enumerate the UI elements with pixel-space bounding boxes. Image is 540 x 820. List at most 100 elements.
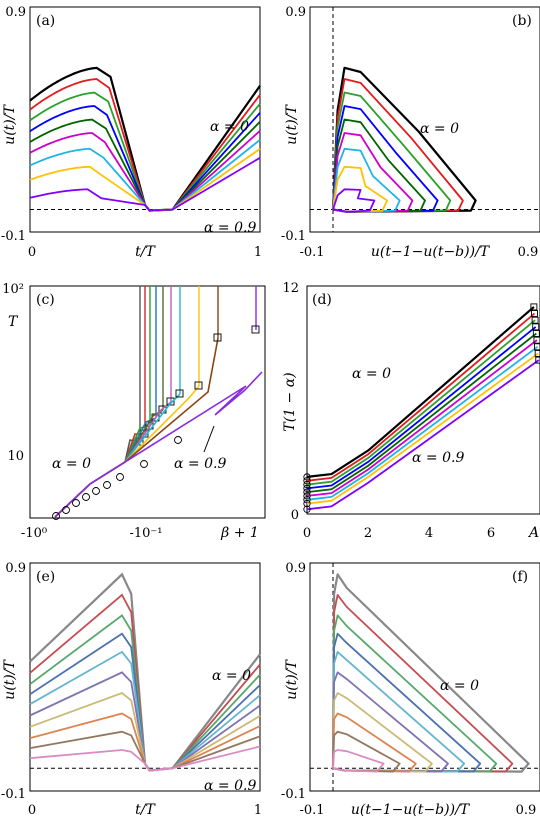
- panel-f-series-loop: [332, 749, 385, 773]
- panel-f-ytick-bottom: -0.1: [281, 787, 306, 802]
- panel-b-series-loop: [332, 188, 376, 213]
- panel-a-annotation-alpha09: α = 0.9: [204, 220, 256, 236]
- panel-c-ytick-top: 10²: [2, 282, 24, 297]
- panel-e-label: (e): [36, 569, 55, 585]
- panel-b-xtick-right: 0.9: [518, 245, 539, 260]
- panel-d-ytick-top: 12: [282, 281, 299, 296]
- panel-d-annotation-alpha0: α = 0: [352, 366, 391, 382]
- panel-d-xtick-2: 2: [364, 526, 372, 541]
- panel-d-circle-marker: [303, 505, 311, 513]
- panel-d-series-line: [306, 359, 540, 511]
- panel-a-annotation-alpha0: α = 0: [210, 119, 249, 135]
- panel-e-series-line: [29, 745, 261, 772]
- panel-d-square-marker: [534, 350, 540, 357]
- panel-f: (f) 0.9 -0.1 -0.1 0.9 u(t−1−u(t−b))/T u(…: [281, 561, 540, 818]
- panel-d-xlabel: A: [527, 525, 539, 541]
- panel-b-xlabel: u(t−1−u(t−b))/T: [371, 244, 491, 260]
- panel-b-ytick-bottom: -0.1: [281, 229, 306, 244]
- panel-c-label: (c): [36, 292, 55, 308]
- panel-e-xtick-right: 1: [254, 803, 262, 818]
- panel-f-xtick-left: -0.1: [299, 803, 324, 818]
- panel-f-ytick-top: 0.9: [285, 561, 306, 576]
- panel-d-series: [303, 303, 540, 513]
- panel-d-series-line: [306, 346, 539, 501]
- panel-a-xlabel: t/T: [135, 244, 156, 260]
- panel-d-square-marker: [535, 356, 540, 364]
- panel-d-series-line: [306, 332, 537, 493]
- panel-b-label: (b): [512, 13, 532, 29]
- panel-b: (b) 0.9 -0.1 -0.1 0.9 u(t−1−u(t−b))/T u(…: [281, 5, 540, 260]
- panel-c-series-curve: [54, 337, 219, 518]
- panel-a-xtick-right: 1: [254, 245, 262, 260]
- panel-d-square-marker: [534, 343, 540, 351]
- panel-d: (d) 12 0 0 2 4 6 A T(1 − α) α = 0 α = 0.…: [282, 281, 540, 541]
- panel-c: (c) T 10² 10 -10⁰ -10⁻¹ β + 1 α = 0 α = …: [2, 282, 266, 541]
- panel-c-series-curve: [54, 371, 263, 518]
- panel-c-square-marker: [213, 333, 222, 342]
- panel-d-label: (d): [312, 292, 332, 308]
- panel-e-ytick-top: 0.9: [5, 561, 26, 576]
- panel-e-frame: [29, 562, 261, 792]
- panel-c-circle-marker: [62, 506, 70, 514]
- panel-a-series-line: [29, 105, 261, 212]
- panel-a-series-line: [29, 130, 261, 212]
- panel-c-xtick-mid: -10⁻¹: [129, 526, 162, 541]
- panel-c-ylabel: T: [8, 314, 19, 330]
- panel-c-square-marker: [251, 325, 260, 334]
- panel-e-ytick-bottom: -0.1: [1, 787, 26, 802]
- panel-a-ytick-bottom: -0.1: [1, 229, 26, 244]
- panel-c-circle-marker: [140, 460, 148, 468]
- panel-c-annotation-alpha09: α = 0.9: [174, 456, 226, 472]
- panel-b-ylabel: u(t)/T: [284, 104, 300, 145]
- panel-a-xtick-left: 0: [28, 245, 36, 260]
- panel-c-xlabel: β + 1: [220, 525, 259, 541]
- panel-d-series-line: [306, 306, 535, 478]
- panel-e: (e) 0.9 -0.1 0 1 t/T u(t)/T α = 0 α = 0.…: [1, 561, 262, 818]
- panel-d-square-marker: [532, 330, 540, 337]
- panel-b-annotation-alpha0: α = 0: [420, 121, 459, 137]
- panel-d-ylabel: T(1 − α): [282, 372, 298, 431]
- panel-d-series-line: [306, 326, 537, 490]
- panel-c-square-marker: [175, 389, 184, 398]
- panel-f-series-loop: [332, 730, 401, 773]
- panel-a-series: [29, 66, 261, 212]
- panel-a-label: (a): [36, 13, 55, 29]
- panel-f-frame: [309, 562, 540, 792]
- panel-d-square-marker: [531, 310, 538, 317]
- panel-e-xlabel: t/T: [135, 802, 156, 818]
- panel-b-xtick-left: -0.1: [299, 245, 324, 260]
- panel-f-series-loop: [332, 594, 514, 773]
- panel-f-xlabel: u(t−1−u(t−b))/T: [351, 802, 471, 818]
- panel-c-circle-marker: [174, 436, 182, 444]
- panel-b-series-loop: [332, 147, 401, 213]
- panel-e-annotation-alpha0: α = 0: [212, 668, 251, 684]
- panel-a-series-line: [29, 157, 261, 212]
- panel-c-xtick-left: -10⁰: [21, 526, 47, 541]
- panel-c-circle-marker: [92, 487, 100, 495]
- panel-c-circle-marker: [72, 499, 80, 507]
- panel-c-square-marker: [166, 397, 175, 406]
- panel-f-series-loop: [332, 692, 433, 773]
- panel-f-label: (f): [512, 569, 528, 585]
- panel-d-series-line: [306, 312, 536, 482]
- panel-a-series-line: [29, 118, 261, 212]
- panel-c-circle-marker: [52, 512, 60, 520]
- panel-d-series-line: [306, 339, 538, 497]
- panel-a-ylabel: u(t)/T: [2, 104, 18, 145]
- panel-d-square-marker: [530, 303, 538, 311]
- panel-b-series: [310, 7, 540, 232]
- panel-a-series-line: [29, 148, 261, 212]
- panel-d-xtick-4: 4: [425, 526, 433, 541]
- panel-a-series-line: [29, 91, 261, 212]
- panel-c-frame: [29, 285, 266, 519]
- panel-e-series-line: [29, 632, 261, 772]
- panel-a-ytick-top: 0.9: [5, 5, 26, 20]
- panel-d-series-line: [306, 319, 536, 486]
- panel-c-series: [52, 286, 263, 520]
- panel-d-frame: [306, 285, 540, 515]
- panel-e-xtick-left: 0: [28, 803, 36, 818]
- panel-e-series: [29, 572, 261, 772]
- panel-b-ytick-top: 0.9: [285, 5, 306, 20]
- panel-f-annotation-alpha0: α = 0: [440, 678, 479, 694]
